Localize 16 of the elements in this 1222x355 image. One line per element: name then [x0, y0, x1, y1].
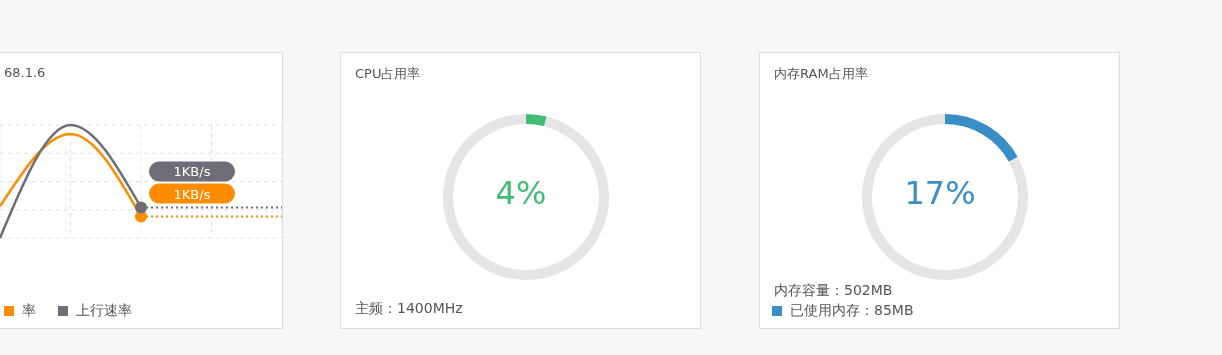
- legend-label: 率: [21, 302, 36, 320]
- annotation: 1KB/s: [173, 186, 211, 202]
- annotation: 1KB/s: [173, 164, 211, 180]
- chart-title: 内存RAM占用率: [774, 65, 868, 83]
- text: 主频：1400MHz: [355, 300, 463, 318]
- donut-slice: [945, 114, 1018, 162]
- donut-slice: [526, 114, 547, 127]
- text: 17%: [904, 174, 976, 212]
- chart-title: 68.1.6: [4, 65, 46, 80]
- donut-slice: [862, 114, 1028, 280]
- legend-label: 上行速率: [75, 302, 132, 320]
- donut-slice: [443, 114, 609, 280]
- legend-label: 已使用内存：85MB: [789, 302, 914, 320]
- text: 内存容量：502MB: [774, 282, 893, 300]
- text: 4%: [495, 174, 547, 212]
- chart-title: CPU占用率: [355, 65, 421, 83]
